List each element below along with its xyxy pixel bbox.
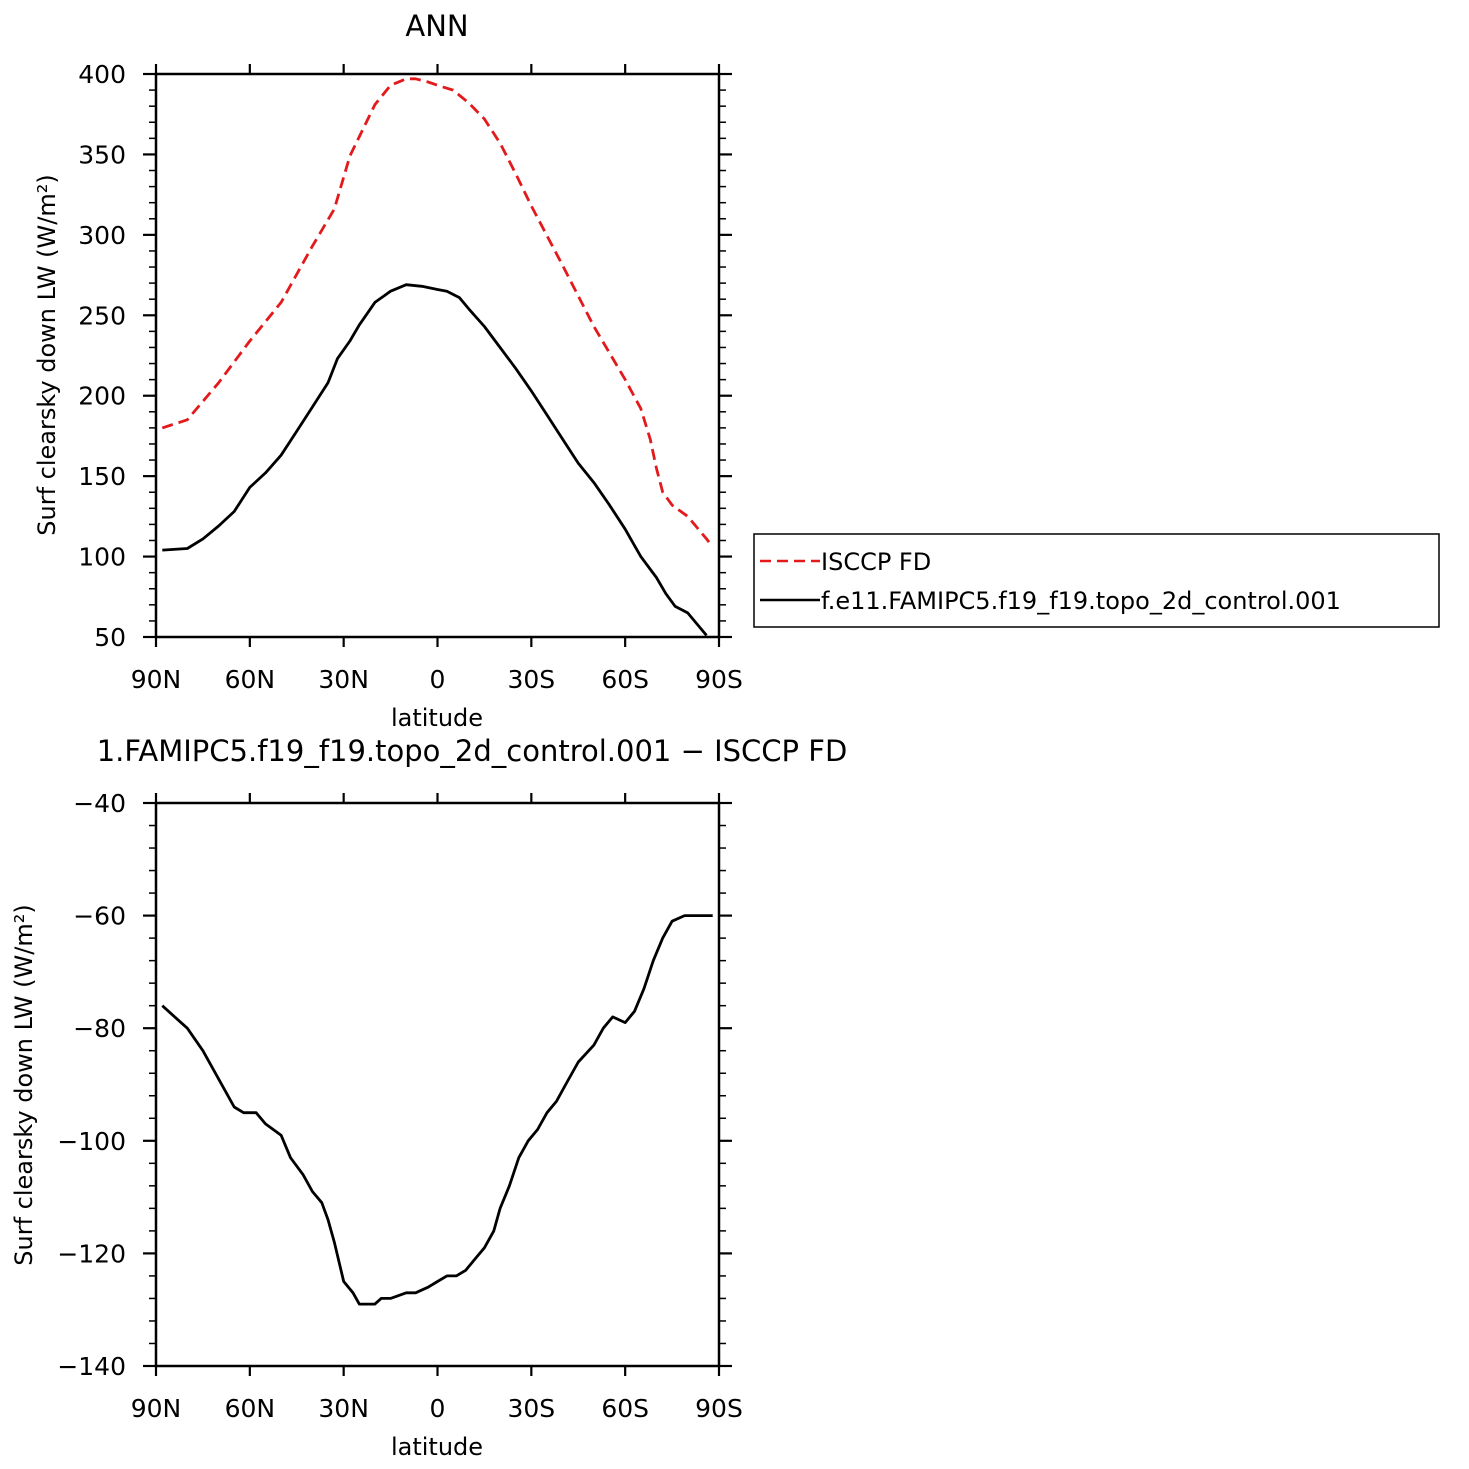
top-ytick-label-0: 50 xyxy=(94,623,126,652)
chart-top-xlabel: latitude xyxy=(391,704,483,732)
top-ytick-label-7: 400 xyxy=(78,60,126,89)
top-ytick-label-3: 200 xyxy=(78,382,126,411)
chart-bottom-series xyxy=(161,914,713,1306)
legend-label-model: f.e11.FAMIPC5.f19_f19.topo_2d_control.00… xyxy=(821,587,1341,615)
chart-bottom-ticks: 90N 60N 30N 0 30S 60S 90S −40 −60 −80 −100 −120 −140 xyxy=(57,789,743,1423)
top-ytick-label-6: 350 xyxy=(78,140,126,169)
top-xtick-label-4: 30S xyxy=(507,665,555,694)
chart-top-ticks: 90N 60N 30N 0 30S 60S 90S 50 100 150 200 250 300 350 4… xyxy=(78,60,743,694)
bottom-xtick-label-3: 0 xyxy=(430,1394,446,1423)
legend-box xyxy=(753,533,1440,628)
chart-bottom-panel: 1.FAMIPC5.f19_f19.topo_2d_control.001 − … xyxy=(10,734,847,1461)
chart-top-panel: ANN 90N 60N 30N 0 30S 60S 90S 50 100 150 200 250 300… xyxy=(33,9,743,732)
top-xtick-label-6: 90S xyxy=(695,665,743,694)
bottom-xtick-label-6: 90S xyxy=(695,1394,743,1423)
chart-top-plot-frame xyxy=(154,72,721,639)
chart-bottom-plot-frame xyxy=(154,801,721,1368)
top-ytick-label-5: 300 xyxy=(78,221,126,250)
bottom-xtick-label-2: 30N xyxy=(318,1394,369,1423)
top-ytick-label-2: 150 xyxy=(78,462,126,491)
top-xtick-label-0: 90N xyxy=(131,665,182,694)
bottom-series-line-0 xyxy=(161,914,713,1306)
bottom-xtick-label-4: 30S xyxy=(507,1394,555,1423)
bottom-ytick-label-4: −120 xyxy=(57,1239,126,1268)
bottom-xtick-label-1: 60N xyxy=(225,1394,276,1423)
chart-top-ylabel: Surf clearsky down LW (W/m²) xyxy=(33,174,61,535)
chart-bottom-title: 1.FAMIPC5.f19_f19.topo_2d_control.001 − … xyxy=(97,734,848,768)
bottom-xtick-label-0: 90N xyxy=(131,1394,182,1423)
top-series-line-1 xyxy=(162,283,708,637)
bottom-ytick-label-5: −140 xyxy=(57,1352,126,1381)
chart-top-legend: ISCCP FD f.e11.FAMIPC5.f19_f19.topo_2d_c… xyxy=(753,533,1440,628)
bottom-ytick-label-1: −60 xyxy=(73,902,126,931)
legend-label-isccp: ISCCP FD xyxy=(821,548,931,576)
bottom-ytick-label-3: −100 xyxy=(57,1127,126,1156)
top-ytick-label-4: 250 xyxy=(78,301,126,330)
bottom-ytick-label-0: −40 xyxy=(73,789,126,818)
top-series-line-0 xyxy=(161,77,714,548)
bottom-xtick-label-5: 60S xyxy=(601,1394,649,1423)
top-xtick-label-2: 30N xyxy=(318,665,369,694)
top-xtick-label-5: 60S xyxy=(601,665,649,694)
top-xtick-label-3: 0 xyxy=(430,665,446,694)
chart-bottom-xlabel: latitude xyxy=(391,1433,483,1461)
chart-top-title: ANN xyxy=(405,9,468,43)
bottom-ytick-label-2: −80 xyxy=(73,1014,126,1043)
top-xtick-label-1: 60N xyxy=(225,665,276,694)
chart-top-series xyxy=(161,77,714,637)
top-ytick-label-1: 100 xyxy=(78,543,126,572)
chart-bottom-ylabel: Surf clearsky down LW (W/m²) xyxy=(10,904,38,1265)
